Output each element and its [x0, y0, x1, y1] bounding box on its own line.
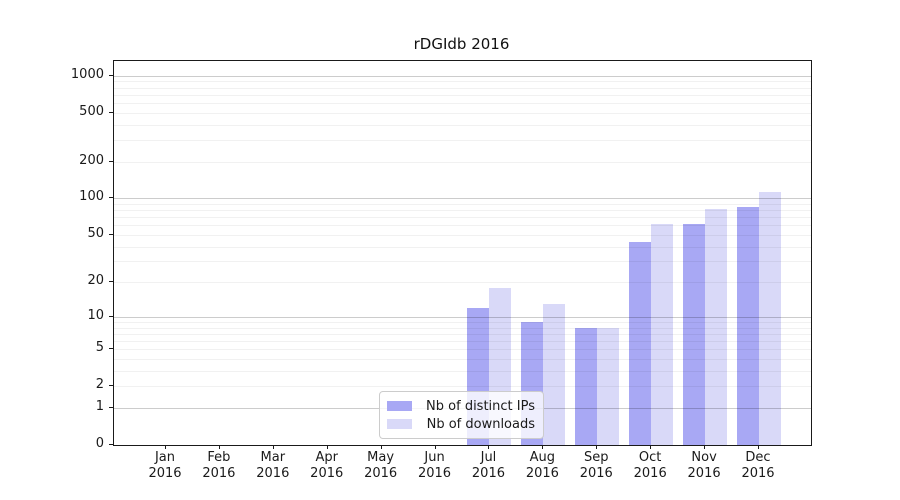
- x-tick-mark: [165, 445, 166, 449]
- grid-minor-line: [114, 261, 811, 263]
- grid-minor-line: [114, 340, 811, 342]
- grid-minor-line: [114, 333, 811, 335]
- grid-minor-line: [114, 225, 811, 227]
- plot-area: [113, 60, 812, 446]
- legend-row-distinct-ips: Nb of distinct IPs: [385, 397, 535, 415]
- x-tick-mark: [434, 445, 436, 449]
- grid-major-line: [114, 316, 811, 318]
- x-tick-mark: [596, 445, 598, 449]
- grid-minor-line: [114, 94, 811, 96]
- grid-major-line: [114, 75, 811, 77]
- x-tick-mark: [488, 445, 490, 449]
- x-tick-mark: [326, 445, 328, 449]
- x-tick-label: May 2016: [364, 450, 398, 481]
- grid-minor-line: [114, 102, 811, 104]
- y-tick-label: 20: [87, 273, 104, 289]
- x-tick-label: Dec 2016: [741, 450, 775, 481]
- bar-distinct-ips: [683, 224, 706, 445]
- x-tick-mark: [272, 445, 274, 449]
- grid-minor-line: [114, 282, 811, 284]
- grid-minor-line: [114, 112, 811, 114]
- grid-minor-line: [114, 217, 811, 219]
- x-tick-label: Feb 2016: [202, 450, 236, 481]
- legend-swatch-downloads: [387, 419, 412, 429]
- grid-major-line: [114, 198, 811, 200]
- grid-minor-line: [114, 124, 811, 126]
- y-tick-mark: [109, 406, 114, 408]
- bar-downloads: [543, 303, 566, 445]
- bar-downloads: [597, 327, 620, 445]
- grid-minor-line: [114, 386, 811, 388]
- y-tick-label: 500: [79, 103, 104, 119]
- bar-distinct-ips: [629, 241, 652, 445]
- y-tick-label: 1000: [70, 66, 104, 82]
- grid-minor-line: [114, 370, 811, 372]
- y-tick-label: 5: [95, 340, 104, 356]
- y-tick-label: 10: [87, 307, 104, 323]
- x-tick-mark: [218, 445, 220, 449]
- x-tick-label: Jan 2016: [148, 450, 182, 481]
- y-tick-mark: [109, 197, 114, 199]
- x-tick-mark: [380, 445, 382, 449]
- y-tick-mark: [109, 444, 114, 445]
- y-tick-label: 0: [95, 436, 104, 451]
- y-tick-mark: [109, 281, 114, 283]
- y-tick-mark: [109, 315, 114, 317]
- legend-label-downloads: Nb of downloads: [426, 416, 535, 432]
- y-tick-label: 50: [87, 225, 104, 241]
- y-tick-label: 200: [79, 152, 104, 168]
- x-tick-mark: [704, 445, 706, 449]
- y-tick-label: 1: [95, 398, 104, 414]
- x-tick-mark: [542, 445, 544, 449]
- grid-minor-line: [114, 81, 811, 83]
- grid-minor-line: [114, 139, 811, 141]
- grid-minor-line: [114, 210, 811, 212]
- legend-label-distinct-ips: Nb of distinct IPs: [426, 398, 535, 414]
- grid-minor-line: [114, 321, 811, 323]
- grid-minor-line: [114, 161, 811, 163]
- bar-distinct-ips: [737, 206, 759, 445]
- x-tick-label: Aug 2016: [525, 450, 559, 481]
- grid-minor-line: [114, 203, 811, 205]
- y-tick-mark: [109, 74, 114, 76]
- legend-swatch-distinct-ips: [387, 401, 412, 411]
- grid-minor-line: [114, 327, 811, 329]
- x-tick-label: Jul 2016: [471, 450, 505, 481]
- y-tick-mark: [109, 348, 114, 350]
- bar-downloads: [705, 209, 728, 445]
- y-tick-mark: [109, 385, 114, 387]
- bar-downloads: [651, 223, 674, 445]
- x-tick-mark: [758, 445, 759, 449]
- grid-minor-line: [114, 349, 811, 351]
- y-tick-label: 100: [79, 189, 104, 205]
- bar-distinct-ips: [575, 327, 598, 445]
- chart-title: rDGIdb 2016: [413, 35, 510, 53]
- y-tick-mark: [109, 160, 114, 162]
- legend: Nb of distinct IPs Nb of downloads: [379, 391, 544, 439]
- legend-row-downloads: Nb of downloads: [385, 415, 535, 433]
- x-tick-label: Jun 2016: [417, 450, 452, 481]
- x-tick-label: Mar 2016: [256, 450, 290, 481]
- grid-minor-line: [114, 234, 811, 236]
- x-tick-label: Nov 2016: [687, 450, 721, 481]
- y-tick-mark: [109, 111, 114, 113]
- y-tick-mark: [109, 233, 114, 235]
- x-tick-mark: [650, 445, 652, 449]
- x-tick-label: Oct 2016: [633, 450, 667, 481]
- x-tick-label: Apr 2016: [310, 450, 344, 481]
- grid-minor-line: [114, 358, 811, 360]
- grid-minor-line: [114, 246, 811, 248]
- bar-downloads: [759, 192, 781, 445]
- y-tick-label: 2: [95, 377, 104, 393]
- x-tick-label: Sep 2016: [579, 450, 613, 481]
- grid-minor-line: [114, 87, 811, 89]
